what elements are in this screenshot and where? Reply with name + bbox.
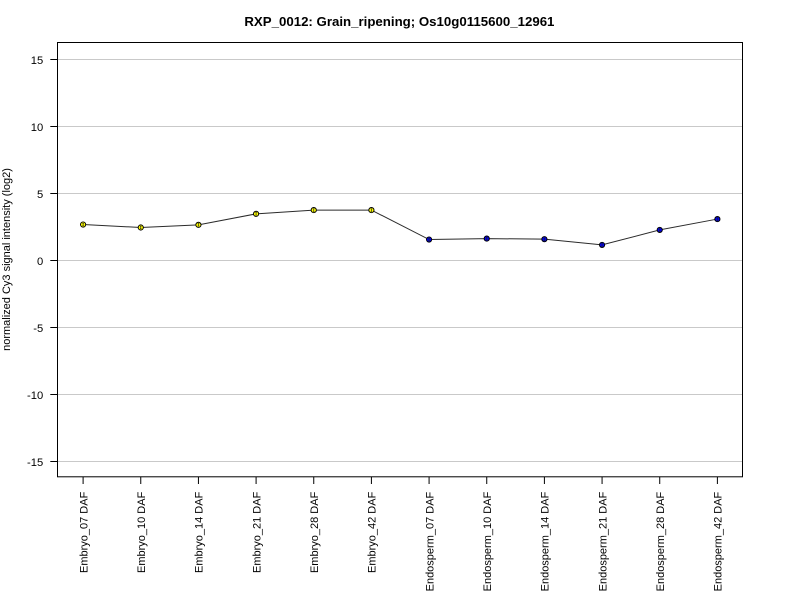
svg-text:Embryo_42 DAF: Embryo_42 DAF	[367, 491, 379, 573]
svg-text:Endosperm_14 DAF: Endosperm_14 DAF	[540, 491, 552, 591]
svg-text:5: 5	[37, 189, 43, 201]
svg-text:Endosperm_21 DAF: Endosperm_21 DAF	[597, 491, 609, 591]
svg-text:Endosperm_07 DAF: Endosperm_07 DAF	[424, 491, 436, 591]
svg-text:Embryo_10 DAF: Embryo_10 DAF	[136, 491, 148, 573]
svg-text:Embryo_07 DAF: Embryo_07 DAF	[78, 491, 90, 573]
svg-text:-10: -10	[27, 390, 43, 402]
svg-text:-15: -15	[27, 457, 43, 469]
svg-text:Endosperm_42 DAF: Endosperm_42 DAF	[713, 491, 725, 591]
svg-text:Endosperm_28 DAF: Endosperm_28 DAF	[655, 491, 667, 591]
svg-text:normalized Cy3 signal intensit: normalized Cy3 signal intensity (log2)	[1, 168, 13, 351]
svg-text:RXP_0012: Grain_ripening; Os10: RXP_0012: Grain_ripening; Os10g0115600_1…	[244, 14, 554, 29]
svg-text:Endosperm_10 DAF: Endosperm_10 DAF	[482, 491, 494, 591]
svg-text:15: 15	[31, 55, 43, 67]
svg-text:Embryo_28 DAF: Embryo_28 DAF	[309, 491, 321, 573]
svg-text:10: 10	[31, 122, 43, 134]
svg-text:-5: -5	[33, 323, 43, 335]
svg-text:Embryo_14 DAF: Embryo_14 DAF	[194, 491, 206, 573]
svg-text:Embryo_21 DAF: Embryo_21 DAF	[251, 491, 263, 573]
svg-text:0: 0	[37, 256, 43, 268]
